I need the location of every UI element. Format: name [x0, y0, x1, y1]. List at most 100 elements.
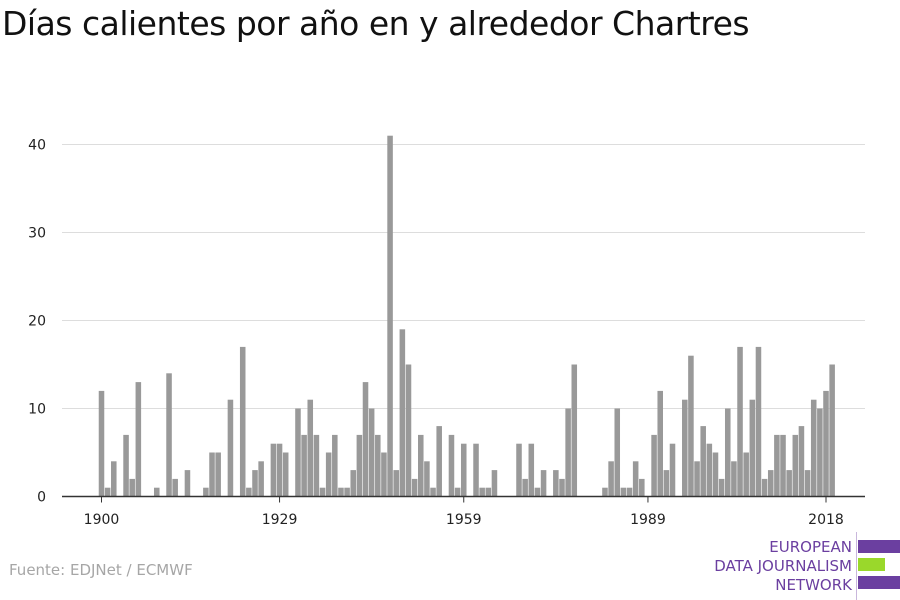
bar-1948 [393, 470, 399, 497]
edjnet-logo: EUROPEAN DATA JOURNALISM NETWORK [700, 532, 900, 600]
bar-1985 [620, 487, 627, 497]
x-tick-label-2018: 2018 [808, 512, 844, 528]
logo-divider [856, 532, 857, 600]
bar-1925 [252, 470, 258, 497]
bar-1955 [436, 426, 442, 497]
bar-2006 [749, 399, 756, 497]
bar-1957 [448, 434, 455, 497]
bar-1914 [184, 470, 191, 497]
bar-1988 [639, 478, 645, 497]
x-tick-label-1929: 1929 [262, 512, 298, 528]
bar-2016 [810, 399, 817, 497]
bar-1999 [706, 443, 713, 497]
bar-1943 [362, 382, 369, 497]
bar-2019 [829, 364, 835, 497]
bar-1962 [479, 487, 485, 497]
bar-1970 [528, 443, 535, 497]
bar-1972 [540, 470, 547, 497]
bar-1928 [270, 443, 277, 497]
bar-1934 [307, 399, 314, 497]
bar-2015 [804, 470, 811, 497]
bar-1986 [626, 487, 633, 497]
bar-2000 [712, 452, 719, 497]
bar-1995 [682, 399, 688, 497]
bar-1939 [338, 487, 344, 497]
bar-1917 [203, 487, 209, 497]
bar-1947 [387, 135, 393, 497]
bar-1954 [430, 487, 436, 497]
bar-1901 [104, 487, 111, 497]
bar-1941 [350, 470, 357, 497]
bar-2018 [823, 390, 829, 497]
bar-2017 [817, 408, 823, 497]
bar-2008 [761, 478, 768, 497]
bar-1996 [688, 355, 694, 497]
logo-bar-top [858, 540, 900, 553]
bar-1906 [135, 382, 142, 497]
bar-1912 [172, 478, 178, 497]
bar-1900 [98, 390, 105, 497]
bar-2001 [718, 478, 725, 497]
bar-2005 [743, 452, 749, 497]
bar-2003 [731, 461, 737, 497]
bar-1942 [356, 434, 363, 497]
bar-2012 [786, 470, 792, 497]
bar-1911 [166, 373, 172, 497]
bar-1951 [411, 478, 418, 497]
bar-1976 [565, 408, 571, 497]
y-tick-label-30: 30 [28, 226, 46, 242]
y-tick-label-20: 20 [28, 314, 46, 330]
bar-2013 [792, 434, 799, 497]
bar-1937 [325, 452, 332, 497]
bar-1959 [460, 443, 467, 497]
bar-1953 [424, 461, 430, 497]
bar-1929 [276, 443, 283, 497]
bar-1905 [129, 478, 135, 497]
bar-1987 [632, 461, 639, 497]
bar-1930 [282, 452, 289, 497]
bar-2002 [724, 408, 731, 497]
bar-1919 [215, 452, 221, 497]
bar-2007 [755, 346, 762, 497]
bar-1997 [694, 461, 700, 497]
bar-1918 [209, 452, 215, 497]
bar-1950 [405, 364, 412, 497]
bar-1952 [418, 434, 424, 497]
bar-1969 [522, 478, 528, 497]
bar-1984 [614, 408, 621, 497]
bar-1974 [553, 470, 559, 497]
bar-1964 [491, 470, 498, 497]
bar-1982 [602, 487, 608, 497]
bar-1961 [473, 443, 479, 497]
logo-bar-bottom [858, 576, 900, 589]
bar-1904 [123, 434, 129, 497]
bar-1975 [559, 478, 565, 497]
bar-1926 [258, 461, 264, 497]
y-tick-label-10: 10 [28, 402, 46, 418]
bar-1958 [454, 487, 461, 497]
logo-line-network: NETWORK [775, 576, 852, 594]
bar-1946 [381, 452, 387, 497]
bar-2010 [774, 434, 780, 497]
bar-1977 [571, 364, 578, 497]
bar-1944 [368, 408, 375, 497]
bar-1933 [301, 434, 307, 497]
bar-1902 [111, 461, 117, 497]
bar-2004 [737, 346, 743, 497]
bar-1945 [375, 434, 381, 497]
chart-title: Días calientes por año en y alrededor Ch… [2, 4, 750, 43]
bar-1921 [227, 399, 234, 497]
x-tick-label-1959: 1959 [446, 512, 482, 528]
bar-1924 [246, 487, 252, 497]
bar-1938 [332, 434, 338, 497]
bar-1998 [700, 426, 706, 497]
bar-1983 [608, 461, 614, 497]
bar-2011 [780, 434, 786, 497]
y-tick-label-0: 0 [37, 490, 46, 506]
bar-1991 [657, 390, 663, 497]
bar-1932 [295, 408, 301, 497]
bar-1992 [663, 470, 670, 497]
bar-1949 [399, 329, 406, 497]
bar-1936 [319, 487, 326, 497]
